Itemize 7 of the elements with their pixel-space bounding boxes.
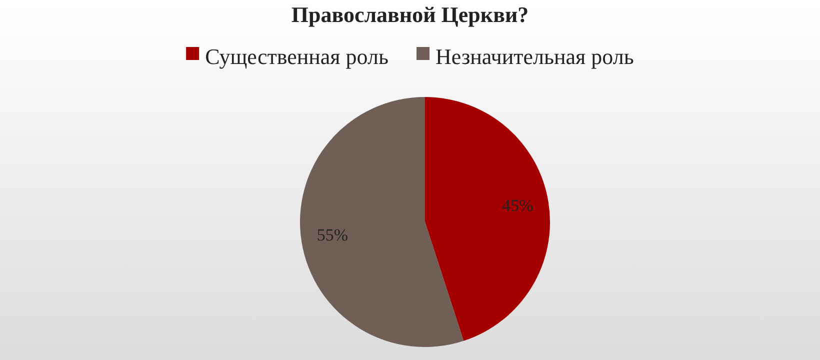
legend-label: Существенная роль: [205, 44, 389, 70]
data-label: 45%: [502, 196, 534, 216]
pie-slice: [300, 97, 464, 347]
pie-slice: [425, 97, 550, 341]
legend-label: Незначительная роль: [436, 44, 634, 70]
data-label: 55%: [316, 226, 348, 245]
chart-title: Православной Церкви?: [291, 2, 529, 27]
